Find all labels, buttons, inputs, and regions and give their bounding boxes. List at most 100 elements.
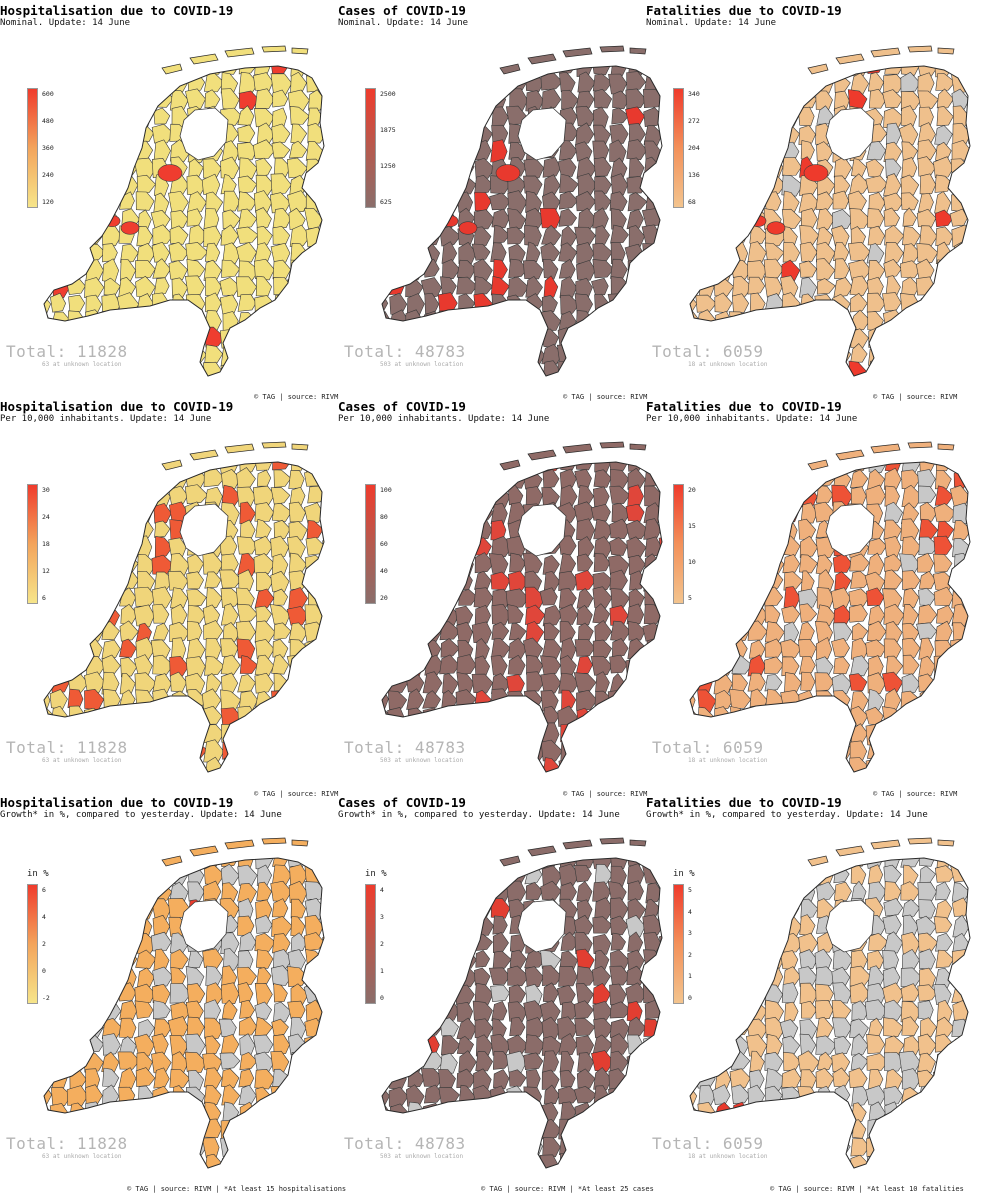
wadden-island [261,837,287,845]
municipality [119,915,139,938]
municipality [610,915,629,936]
municipality [559,604,578,625]
municipality [558,535,577,556]
municipality [237,328,257,347]
municipality [307,485,324,504]
municipality [204,292,222,314]
municipality [592,243,613,262]
municipality [185,672,206,694]
municipality [628,310,646,331]
municipality [382,1085,390,1107]
municipality [457,537,474,559]
municipality [440,914,460,935]
ijsselmeer-lake [825,107,875,161]
municipality [472,1120,492,1140]
municipality [455,554,474,576]
legend-tick-label: 4 [42,913,46,921]
municipality [185,656,206,678]
municipality [899,723,917,746]
wadden-island [189,53,219,65]
municipality [783,739,801,761]
municipality [456,73,474,93]
municipality [85,933,107,952]
municipality [967,756,970,772]
municipality [472,484,494,506]
municipality [323,140,324,163]
municipality [831,1119,855,1142]
municipality [136,462,156,471]
municipality [44,242,51,262]
municipality [576,899,593,921]
wadden-island [870,443,901,454]
municipality [439,654,460,675]
municipality [522,758,546,772]
municipality [610,208,627,231]
municipality [269,603,291,626]
municipality [543,275,559,298]
municipality [256,1102,274,1124]
municipality [438,156,459,176]
municipality [746,106,769,127]
municipality [135,622,152,643]
municipality [44,622,54,642]
legend-tick-label: 480 [42,117,54,125]
municipality [85,469,101,488]
municipality [541,639,562,660]
municipality [222,209,241,229]
municipality [491,72,509,95]
municipality [933,535,953,556]
municipality [747,1084,765,1106]
municipality [168,537,187,558]
municipality [490,1033,511,1057]
municipality [967,1001,970,1022]
municipality [557,984,576,1006]
legend-tick-label: 1250 [380,162,396,170]
municipality [506,226,526,245]
municipality [901,309,921,332]
municipality [321,553,324,575]
municipality [219,277,241,296]
hotspot-municipality [495,164,521,182]
municipality [271,1018,289,1037]
municipality [458,706,475,726]
municipality [525,586,546,610]
municipality [747,588,768,609]
municipality [525,882,543,900]
municipality [952,326,970,349]
municipality [290,242,307,263]
municipality [253,462,273,471]
municipality [797,106,815,127]
municipality [780,950,799,970]
municipality [120,258,137,282]
municipality [406,688,425,710]
municipality [386,1068,407,1090]
municipality [783,1051,801,1072]
municipality [102,536,118,558]
municipality [290,916,306,937]
municipality [557,157,577,177]
municipality [441,965,460,985]
municipality [609,605,629,626]
municipality [557,360,578,376]
municipality [730,173,750,195]
municipality [254,672,274,694]
unknown-location-note: 18 at unknown location [688,1153,768,1160]
municipality [609,741,628,760]
municipality [134,89,157,109]
municipality [782,190,800,213]
municipality [137,570,156,592]
municipality [627,1068,647,1090]
municipality [491,638,511,658]
municipality [798,89,817,109]
choropleth-map [381,45,663,377]
municipality [169,932,190,954]
municipality [749,191,766,213]
municipality [84,914,104,936]
municipality [747,654,766,677]
municipality [560,1101,577,1121]
municipality [288,1068,307,1088]
municipality [272,1137,292,1157]
municipality [969,900,970,919]
municipality [900,983,920,1002]
municipality [783,586,801,609]
